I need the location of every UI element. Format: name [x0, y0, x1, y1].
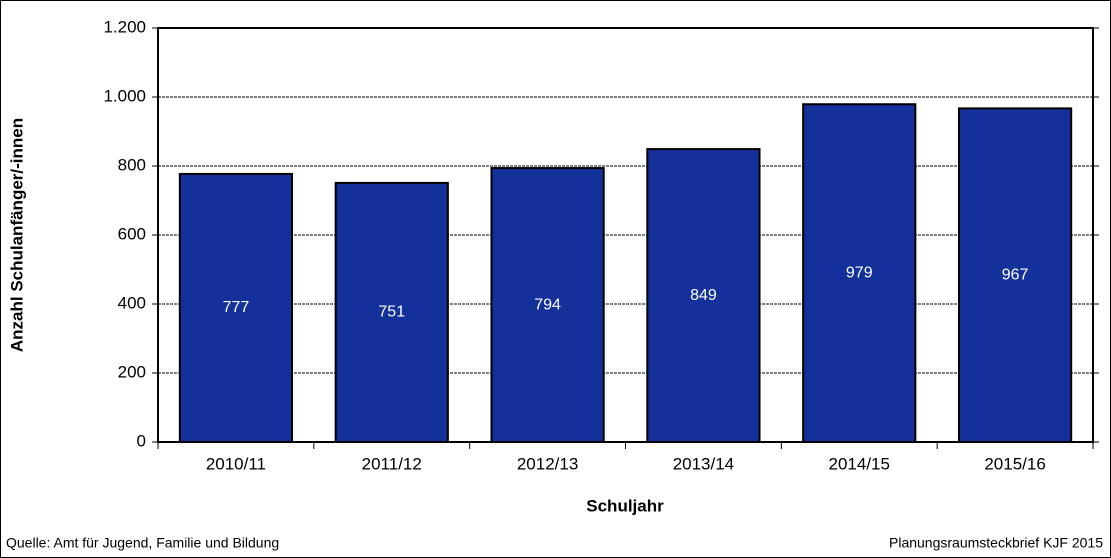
x-tick-label: 2014/15 — [829, 454, 890, 473]
source: Quelle: Amt für Jugend, Familie und Bild… — [6, 535, 279, 551]
value-label: 794 — [534, 296, 561, 313]
bar — [802, 103, 917, 444]
y-tick-label: 400 — [118, 293, 146, 312]
bar — [646, 148, 761, 443]
bar — [490, 167, 605, 443]
value-label: 849 — [690, 287, 717, 304]
x-tick-label: 2010/11 — [206, 454, 266, 473]
bar — [334, 181, 449, 443]
bar — [178, 172, 294, 443]
x-tick-label: 2015/16 — [984, 454, 1045, 473]
value-label: 967 — [1002, 266, 1029, 283]
y-tick-label: 200 — [118, 362, 146, 381]
value-label: 777 — [223, 299, 250, 316]
x-tick-label: 2013/14 — [673, 454, 734, 473]
y-tick-label: 1.000 — [103, 86, 146, 105]
y-axis-title: Anzahl Schulanfänger/-innen — [7, 118, 26, 352]
plot-border — [157, 27, 1094, 443]
value-label: 979 — [846, 264, 873, 281]
note: Planungsraumsteckbrief KJF 2015 — [889, 535, 1103, 551]
x-axis-title: Schuljahr — [586, 496, 664, 515]
y-tick-label: 600 — [118, 224, 146, 243]
bar — [957, 107, 1073, 443]
x-tick-label: 2012/13 — [517, 454, 578, 473]
y-tick-label: 800 — [118, 155, 146, 174]
value-label: 751 — [378, 304, 405, 321]
x-tick-label: 2011/12 — [362, 454, 422, 473]
y-tick-label: 1.200 — [103, 17, 146, 36]
y-tick-label: 0 — [137, 431, 146, 450]
